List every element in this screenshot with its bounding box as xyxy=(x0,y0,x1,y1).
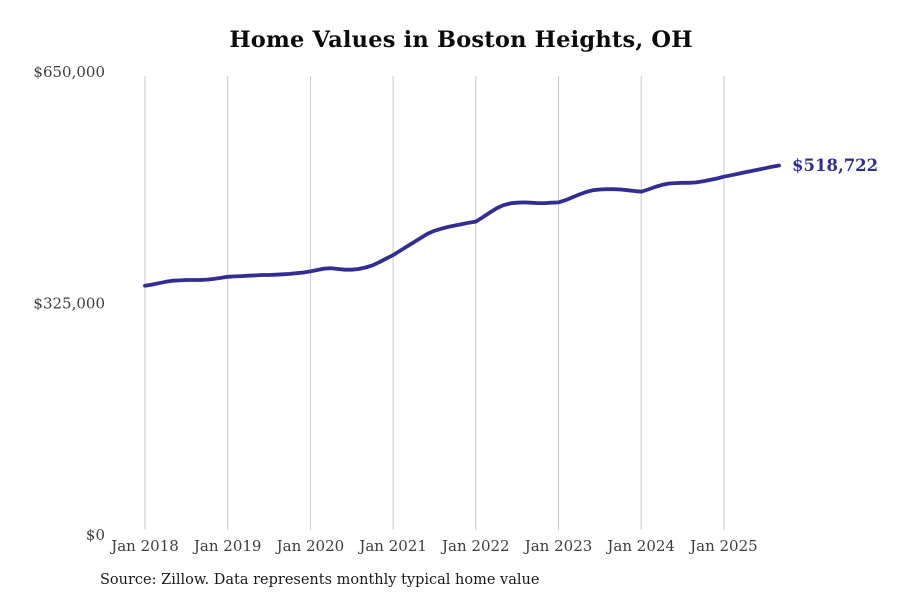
final-value-label: $518,722 xyxy=(792,156,878,175)
x-tick-label: Jan 2025 xyxy=(688,537,758,555)
x-tick-label: Jan 2019 xyxy=(192,537,262,555)
x-tick-label: Jan 2018 xyxy=(109,537,179,555)
y-tick-label: $325,000 xyxy=(33,295,105,313)
chart-title: Home Values in Boston Heights, OH xyxy=(229,27,693,53)
home-value-line xyxy=(143,163,781,288)
y-tick-label: $650,000 xyxy=(33,63,105,81)
y-tick-label: $0 xyxy=(86,526,105,544)
x-tick-label: Jan 2021 xyxy=(357,537,427,555)
x-tick-label: Jan 2022 xyxy=(440,537,510,555)
x-tick-label: Jan 2024 xyxy=(605,537,675,555)
x-tick-label: Jan 2023 xyxy=(523,537,593,555)
source-note: Source: Zillow. Data represents monthly … xyxy=(100,572,540,588)
x-tick-label: Jan 2020 xyxy=(275,537,345,555)
